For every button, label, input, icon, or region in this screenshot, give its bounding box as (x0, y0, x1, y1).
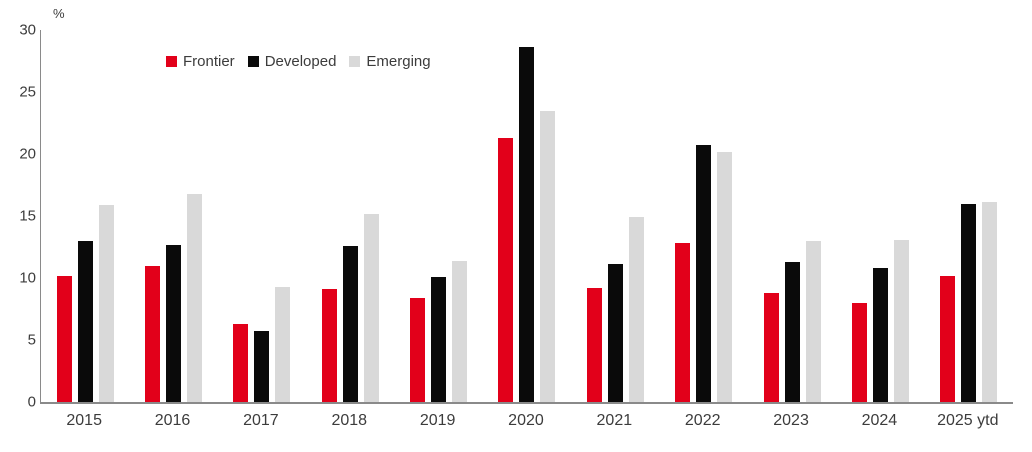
bar-developed-2021 (607, 264, 623, 402)
bar-groups (41, 30, 1013, 402)
y-tick-label-0: 0 (27, 393, 36, 411)
bar-frontier-2018 (321, 289, 337, 402)
bar-group-2025-ytd (940, 30, 998, 402)
bar-frontier-2025-ytd (940, 275, 956, 402)
bar-developed-2016 (166, 244, 182, 402)
bar-developed-2018 (342, 245, 358, 402)
bar-developed-2019 (431, 276, 447, 402)
bar-developed-2025-ytd (961, 203, 977, 402)
bar-emerging-2023 (805, 240, 821, 402)
legend-item-frontier: Frontier (166, 53, 235, 70)
y-tick-label-30: 30 (19, 21, 36, 39)
bar-group-2018 (321, 30, 379, 402)
bar-frontier-2024 (851, 302, 867, 402)
x-tick-label-2023: 2023 (773, 412, 809, 429)
bar-developed-2015 (77, 240, 93, 402)
x-tick-label-2015: 2015 (66, 412, 102, 429)
bar-group-2016 (145, 30, 203, 402)
bar-developed-2020 (519, 47, 535, 402)
bar-emerging-2016 (187, 193, 203, 402)
x-tick-label-2021: 2021 (596, 412, 633, 429)
bar-group-2022 (675, 30, 733, 402)
legend-swatch-emerging (349, 56, 361, 67)
bar-group-2021 (586, 30, 644, 402)
y-tick-label-25: 25 (19, 83, 36, 101)
x-tick-label-2025-ytd: 2025 ytd (937, 412, 999, 429)
bar-developed-2017 (254, 331, 270, 402)
y-axis-unit-label: % (53, 6, 65, 21)
bar-developed-2022 (696, 145, 712, 402)
x-axis-tick-labels: 2015 2016 2017 2018 2019 2020 2021 2022 2023 2024… (40, 412, 1012, 430)
bar-developed-2023 (784, 261, 800, 402)
x-tick-label-2024: 2024 (861, 412, 898, 429)
bar-group-2017 (233, 30, 291, 402)
x-tick-label-2018: 2018 (331, 412, 368, 429)
bar-frontier-2016 (145, 265, 161, 402)
x-tick-label-2019: 2019 (419, 412, 456, 429)
y-tick-label-15: 15 (19, 207, 36, 225)
bar-emerging-2024 (893, 239, 909, 402)
bar-frontier-2015 (56, 275, 72, 402)
bar-group-2015 (56, 30, 114, 402)
legend-label-emerging: Emerging (366, 53, 431, 70)
bar-frontier-2020 (498, 137, 514, 402)
legend-label-developed: Developed (264, 53, 337, 70)
chart-legend: Frontier Developed Emerging (166, 53, 431, 70)
bar-frontier-2021 (586, 287, 602, 402)
y-tick-label-20: 20 (19, 145, 36, 163)
bar-group-2024 (851, 30, 909, 402)
x-tick-label-2020: 2020 (508, 412, 544, 429)
legend-item-emerging: Emerging (349, 53, 431, 70)
bar-emerging-2017 (275, 286, 291, 402)
bar-emerging-2022 (717, 151, 733, 402)
legend-swatch-frontier (166, 56, 177, 67)
y-axis-tick-labels: 0 5 10 15 20 25 30 (0, 0, 36, 452)
x-tick-label-2022: 2022 (684, 412, 721, 429)
legend-label-frontier: Frontier (183, 53, 235, 70)
bar-frontier-2019 (410, 297, 426, 402)
bar-frontier-2022 (675, 243, 691, 402)
bar-emerging-2021 (628, 217, 644, 402)
y-tick-label-5: 5 (27, 331, 36, 349)
bar-group-2019 (410, 30, 468, 402)
bar-emerging-2015 (98, 204, 114, 402)
legend-item-developed: Developed (247, 53, 337, 70)
x-tick-label-2016: 2016 (154, 412, 191, 429)
bar-emerging-2019 (452, 260, 468, 402)
bar-group-2020 (498, 30, 556, 402)
y-tick-label-10: 10 (19, 269, 36, 287)
bar-frontier-2023 (763, 292, 779, 402)
legend-swatch-developed (247, 56, 259, 67)
bar-emerging-2018 (363, 213, 379, 402)
plot-area (40, 30, 1013, 404)
bar-emerging-2020 (540, 110, 556, 402)
bar-developed-2024 (872, 268, 888, 402)
bar-emerging-2025-ytd (982, 202, 998, 402)
x-tick-label-2017: 2017 (243, 412, 279, 429)
bar-frontier-2017 (233, 323, 249, 402)
bar-group-2023 (763, 30, 821, 402)
